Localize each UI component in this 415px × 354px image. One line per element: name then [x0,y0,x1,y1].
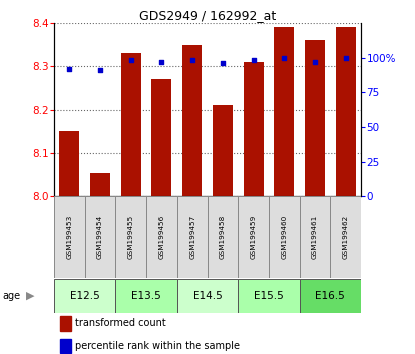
Text: GSM199461: GSM199461 [312,215,318,259]
Bar [330,196,361,278]
Point [281,55,288,61]
Text: E12.5: E12.5 [70,291,100,301]
Text: GSM199454: GSM199454 [97,215,103,259]
Text: E14.5: E14.5 [193,291,222,301]
Bar [238,196,269,278]
Bar [90,173,110,196]
Text: E13.5: E13.5 [131,291,161,301]
Text: E15.5: E15.5 [254,291,284,301]
Bar [54,196,85,278]
Text: ▶: ▶ [26,291,34,301]
Bar [54,279,115,313]
Text: transformed count: transformed count [76,319,166,329]
Point [189,58,195,63]
Bar [59,131,79,196]
Bar [182,45,202,196]
Bar [177,279,238,313]
Bar [274,27,294,196]
Bar [238,279,300,313]
Text: GSM199456: GSM199456 [159,215,164,259]
Bar [269,196,300,278]
Bar [336,27,356,196]
Point [342,55,349,61]
Text: GSM199460: GSM199460 [281,215,287,259]
Text: GSM199455: GSM199455 [128,215,134,259]
Bar [85,196,115,278]
Bar [146,196,177,278]
Point [312,59,318,65]
Bar [300,279,361,313]
Point [127,58,134,63]
Point [66,66,73,72]
Text: GSM199453: GSM199453 [66,215,72,259]
Text: GSM199462: GSM199462 [343,215,349,259]
Text: GSM199458: GSM199458 [220,215,226,259]
Text: E16.5: E16.5 [315,291,345,301]
Bar [208,196,238,278]
Point [250,58,257,63]
Bar [151,79,171,196]
Bar [60,316,71,331]
Point [97,67,103,73]
Title: GDS2949 / 162992_at: GDS2949 / 162992_at [139,9,276,22]
Text: GSM199457: GSM199457 [189,215,195,259]
Bar [300,196,330,278]
Bar [115,279,177,313]
Bar [121,53,141,196]
Point [220,61,226,66]
Point [158,59,165,65]
Text: GSM199459: GSM199459 [251,215,256,259]
Bar [244,62,264,196]
Bar [115,196,146,278]
Bar [177,196,208,278]
Text: percentile rank within the sample: percentile rank within the sample [76,341,240,351]
Bar [305,40,325,196]
Text: age: age [2,291,20,301]
Bar [213,105,233,196]
Bar [60,339,71,353]
